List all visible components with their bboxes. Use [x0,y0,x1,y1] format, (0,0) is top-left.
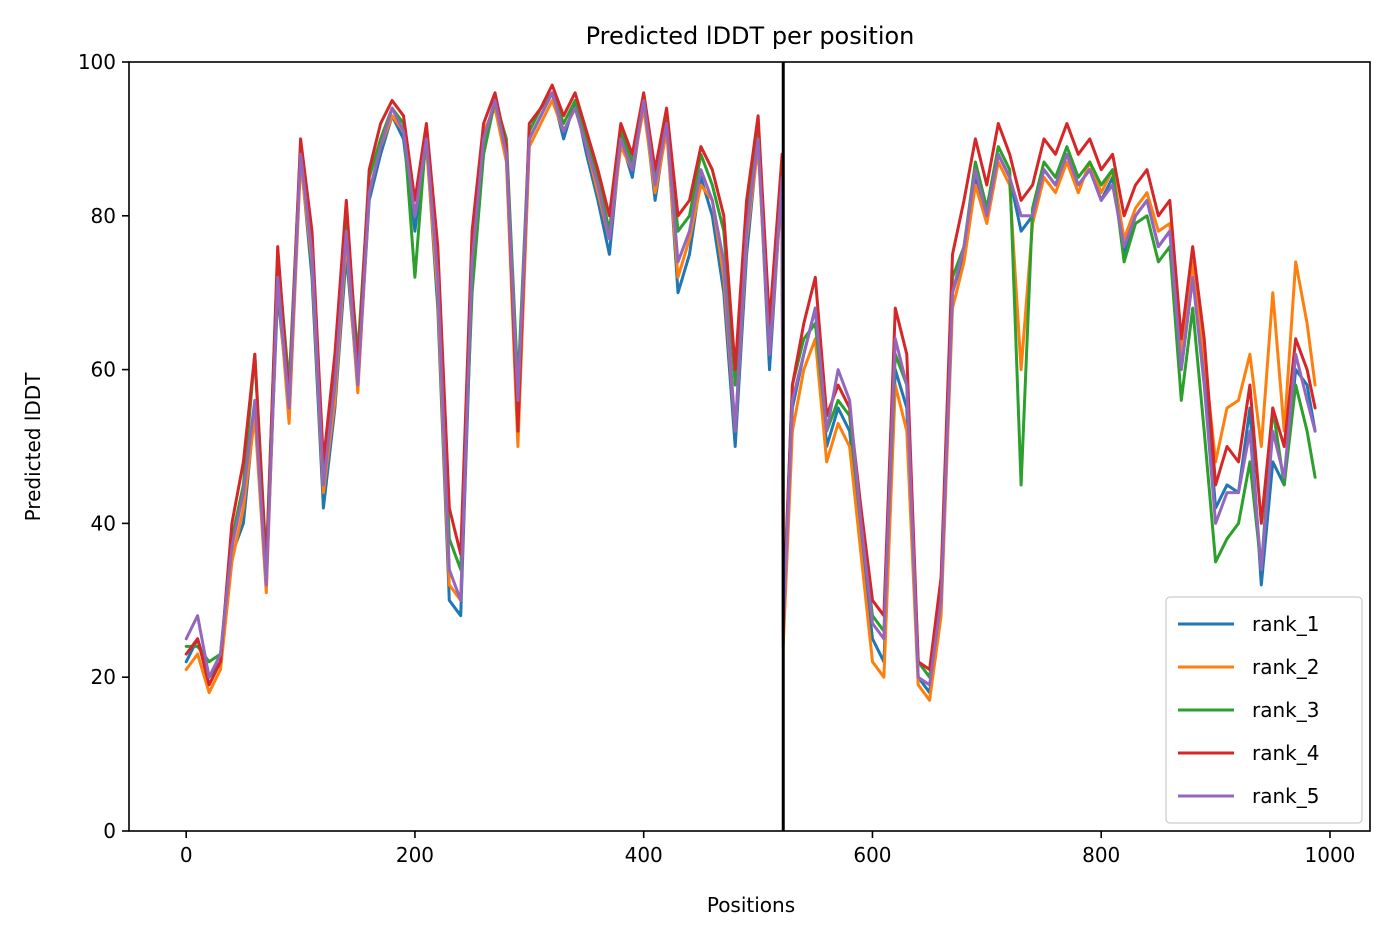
y-tick-label: 60 [91,358,116,382]
y-tick-label: 0 [103,819,116,843]
x-axis-title: Positions [707,893,795,917]
x-tick-label: 400 [625,843,663,867]
series-line-rank-4 [184,83,1317,687]
legend-label-rank-3: rank_3 [1252,698,1319,722]
x-tick-label: 0 [180,843,193,867]
x-tick-label: 200 [396,843,434,867]
y-axis-ticks: 0 20 40 60 80 100 [78,50,129,843]
x-axis-ticks: 0 200 400 600 800 1000 [180,831,1356,867]
y-tick-label: 20 [91,665,116,689]
y-tick-label: 80 [91,204,116,228]
legend: rank_1 rank_2 rank_3 rank_4 rank_5 [1165,596,1363,824]
legend-label-rank-2: rank_2 [1252,655,1319,679]
series-layer [184,83,1317,702]
y-tick-label: 40 [91,511,116,535]
x-tick-label: 800 [1082,843,1120,867]
legend-label-rank-1: rank_1 [1252,612,1319,636]
series-line-rank-5 [184,91,1317,687]
chart-title: Predicted lDDT per position [586,22,915,50]
plot-frame [128,61,1371,832]
legend-box [1165,596,1363,824]
x-tick-label: 600 [853,843,891,867]
y-tick-label: 100 [78,50,116,74]
y-axis-title: Predicted lDDT [21,372,45,522]
legend-label-rank-5: rank_5 [1252,784,1319,808]
legend-label-rank-4: rank_4 [1252,741,1319,765]
x-tick-label: 1000 [1305,843,1356,867]
